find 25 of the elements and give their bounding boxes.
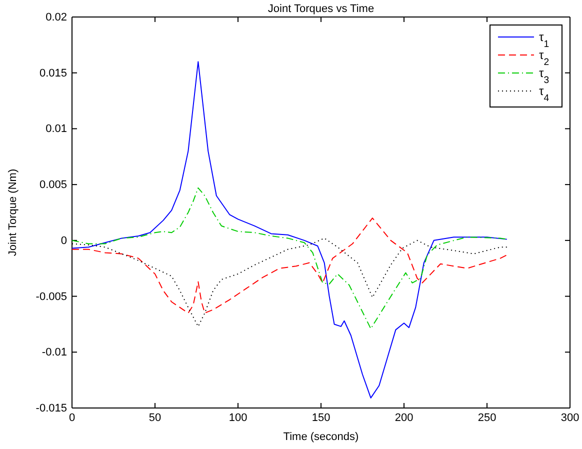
x-axis-title: Time (seconds): [283, 431, 359, 443]
y-axis-title: Joint Torque (Nm): [7, 168, 19, 256]
legend-label: τ$_{2}$: [539, 48, 550, 68]
x-tick-label: 300: [560, 412, 580, 424]
line-series: [72, 187, 508, 330]
legend-label: τ$_{4}$: [539, 84, 550, 104]
y-tick-label: 0.01: [46, 123, 67, 136]
y-tick-label: 0.02: [46, 12, 67, 24]
x-tick-label: 250: [478, 412, 496, 424]
x-tick-label: 0: [68, 412, 76, 424]
legend-label: τ$_{3}$: [539, 66, 550, 86]
y-tick-label: -0.01: [42, 346, 67, 359]
x-tick-label: 150: [312, 412, 330, 424]
line-series: [72, 61, 508, 398]
y-tick-label: 0.015: [39, 67, 67, 80]
y-tick-label: 0: [60, 234, 67, 247]
legend-label: τ$_{1}$: [539, 30, 550, 50]
chart-title: Joint Torques vs Time: [268, 3, 374, 15]
x-tick-label: 100: [228, 412, 248, 424]
line-series: [72, 218, 508, 314]
x-tick-label: 50: [148, 412, 162, 424]
x-tick-label: 200: [394, 412, 414, 424]
y-tick-label: -0.005: [36, 290, 67, 303]
y-tick-label: -0.015: [36, 402, 67, 415]
y-tick-label: 0.005: [39, 179, 67, 192]
